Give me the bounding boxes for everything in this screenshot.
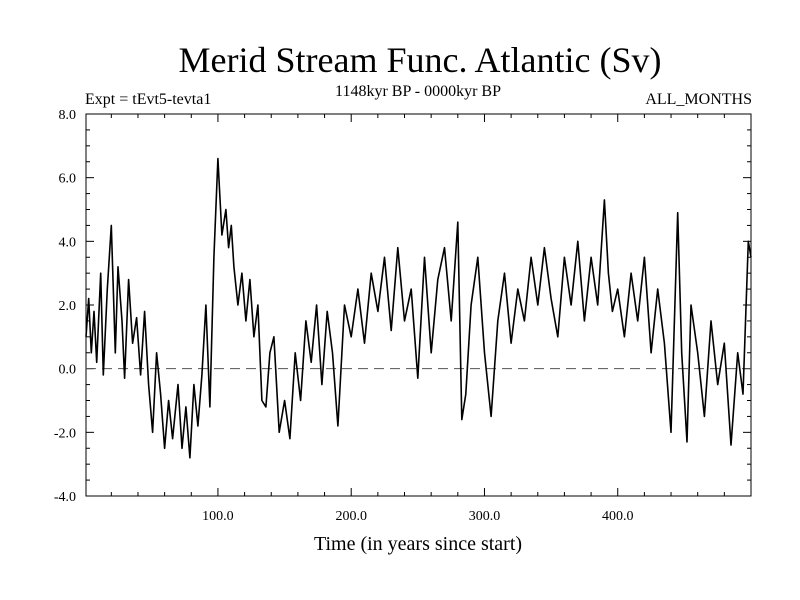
y-tick-label: -4.0 [54,490,76,505]
y-tick-label: -2.0 [54,426,76,441]
x-tick-label: 300.0 [469,509,501,524]
x-tick-label: 200.0 [335,509,367,524]
y-tick-label: 2.0 [59,299,77,314]
x-axis: 100.0 200.0 300.0 400.0 [110,114,725,524]
y-tick-label: 6.0 [59,172,77,187]
time-range-subtitle: 1148kyr BP - 0000kyr BP [335,83,501,100]
y-tick-label: 4.0 [59,235,77,250]
x-tick-label: 400.0 [602,509,634,524]
experiment-label: Expt = tEvt5-tevta1 [85,91,211,108]
y-tick-label: 8.0 [59,108,77,123]
plot-frame [85,113,752,497]
months-label: ALL_MONTHS [645,91,752,108]
x-axis-label: Time (in years since start) [314,533,522,555]
y-tick-label: 0.0 [59,363,77,378]
series-line-stream-function [85,157,752,459]
chart-title: Merid Stream Func. Atlantic (Sv) [179,40,662,80]
x-tick-label: 100.0 [202,509,234,524]
y-axis: -4.0 -2.0 0.0 2.0 4.0 6.0 8.0 [54,108,751,505]
